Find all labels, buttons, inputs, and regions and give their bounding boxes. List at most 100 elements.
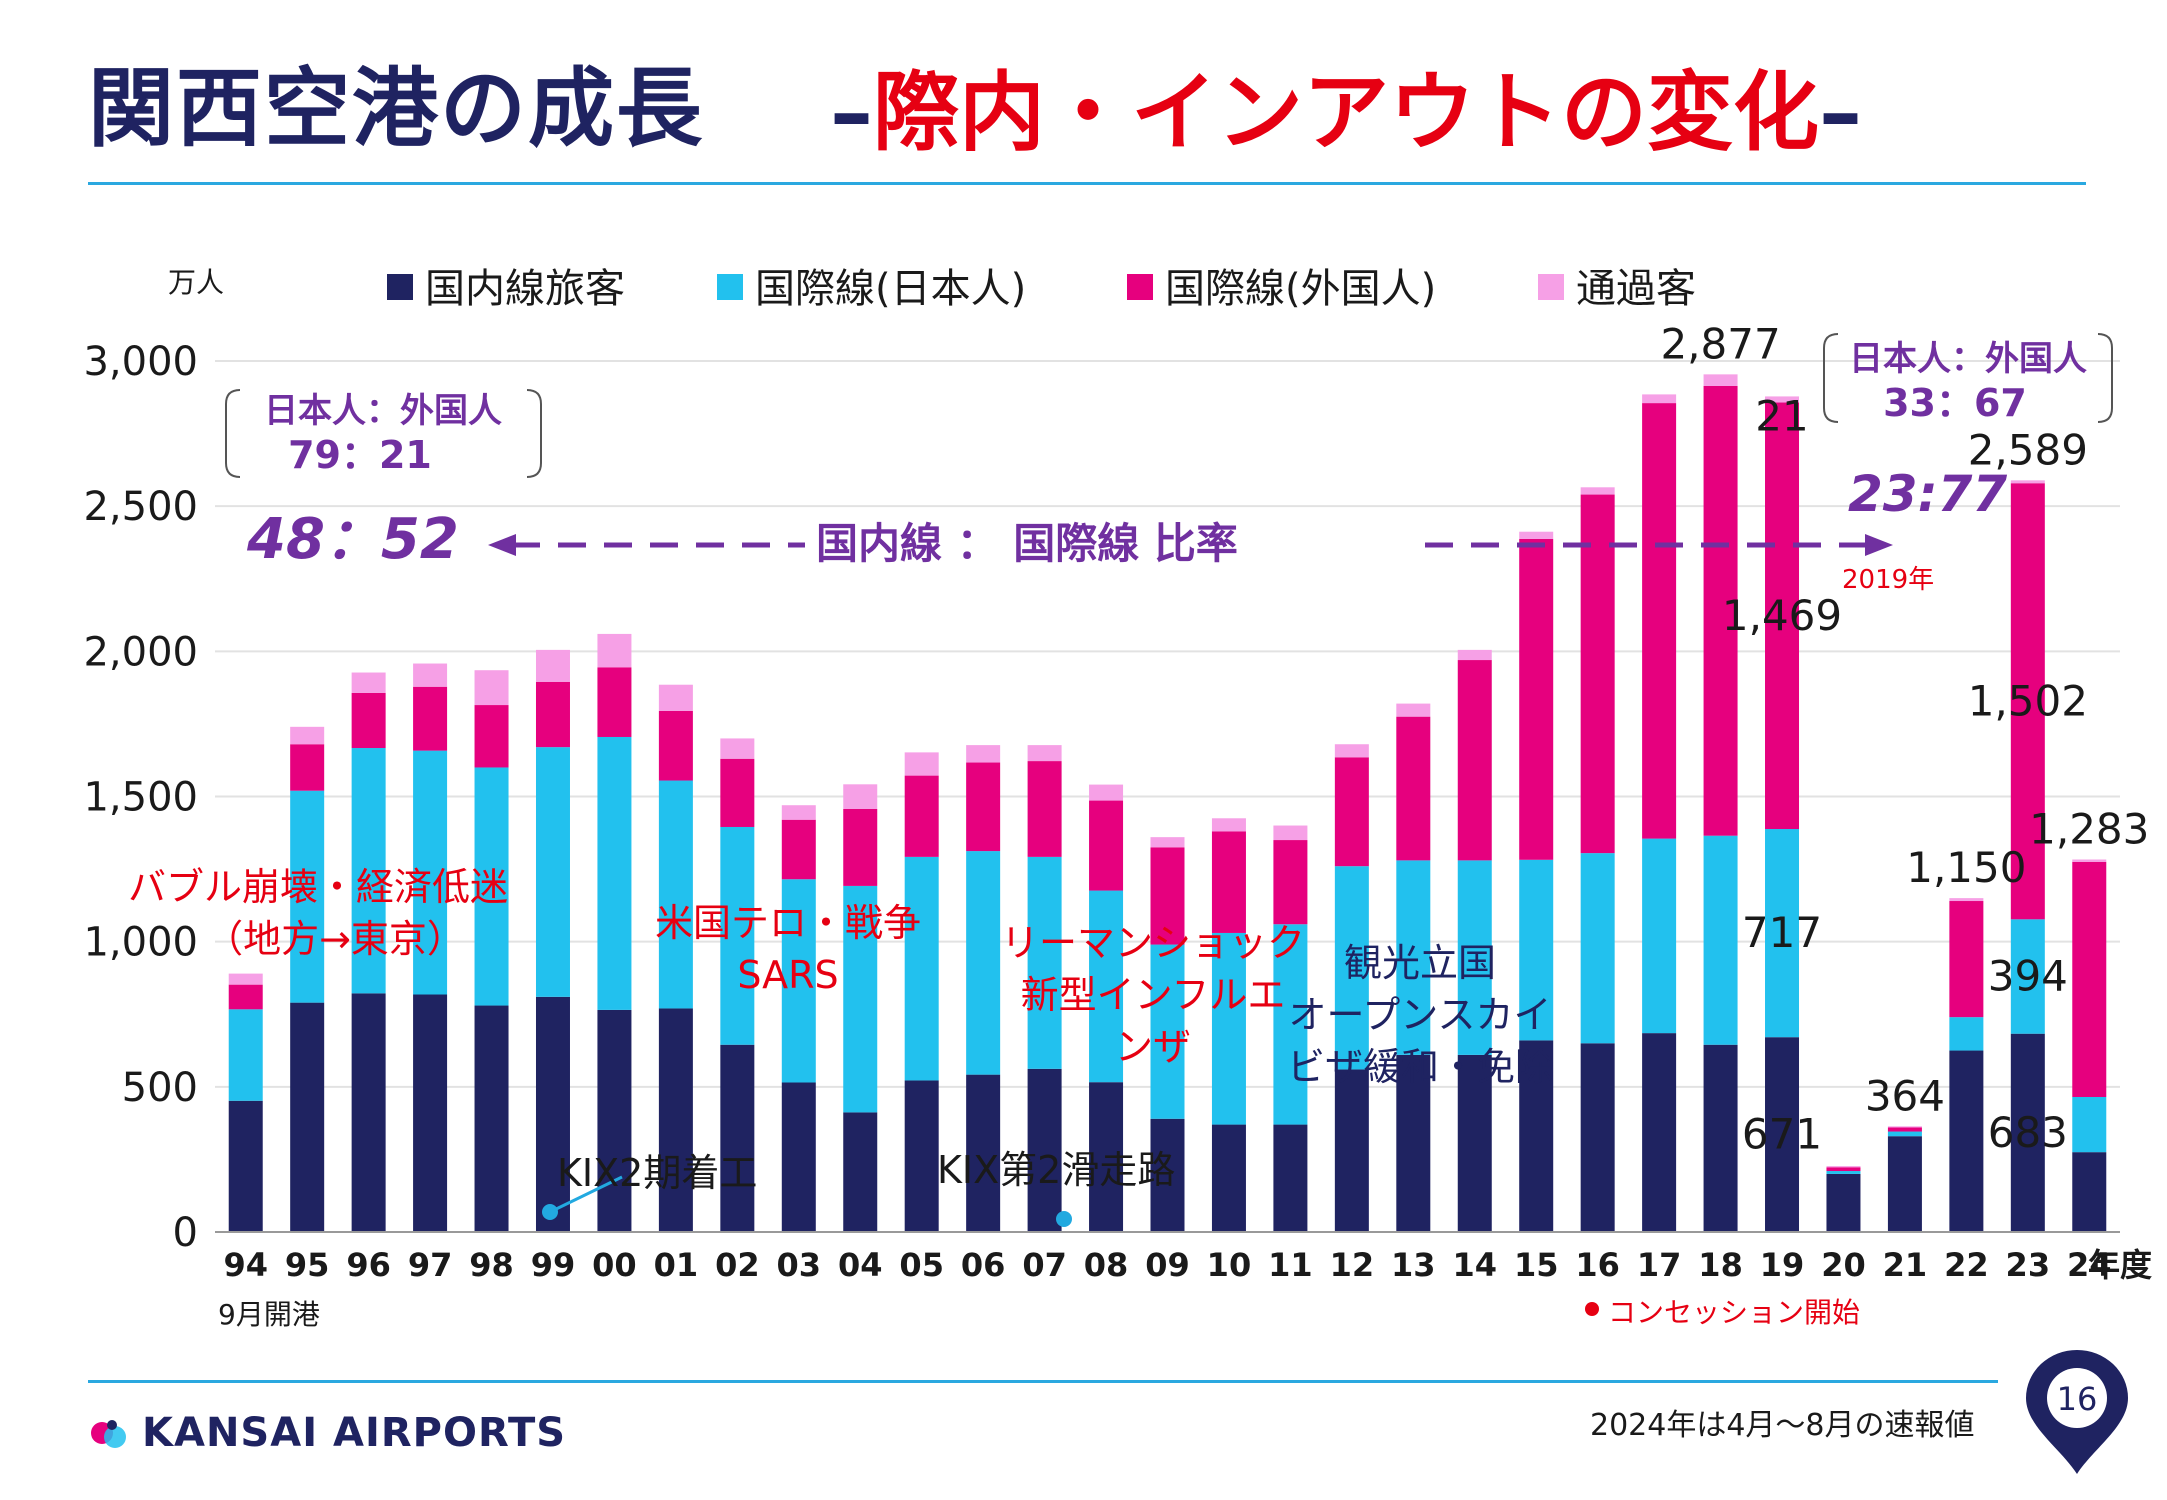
logo-text: KANSAI AIRPORTS — [142, 1410, 567, 1456]
bar-intl-japanese-06 — [966, 851, 1001, 1075]
subtitle-dash-right: – — [1819, 63, 1862, 163]
x-tick-label: 00 — [592, 1246, 637, 1284]
bar-intl-japanese-23 — [2010, 919, 2045, 1034]
subtitle-text: 際内・インアウトの変化 — [873, 63, 1819, 163]
x-tick-label: 23 — [2006, 1246, 2051, 1284]
bar-intl-foreign-19 — [1765, 402, 1800, 830]
data-label: 717 — [1742, 908, 1822, 957]
annotation-lehman-line1: リーマンショック — [1001, 921, 1305, 965]
bar-intl-foreign-02 — [720, 758, 755, 827]
bar-domestic-23 — [2010, 1033, 2045, 1232]
bar-intl-foreign-20 — [1826, 1167, 1861, 1172]
x-tick-label: 13 — [1391, 1246, 1436, 1284]
bar-domestic-01 — [658, 1008, 693, 1232]
bar-domestic-08 — [1089, 1082, 1124, 1232]
bar-intl-foreign-07 — [1027, 761, 1062, 857]
bar-intl-foreign-97 — [413, 686, 448, 751]
value-labels: 2,877 21 1,469 717 671 364 1,150 2,589 1,502 394 6… — [1660, 319, 2149, 1158]
runway2-label: KIX第2滑走路 — [937, 1148, 1175, 1192]
annotation-tourism-line1: 観光立国 — [1344, 941, 1496, 985]
bar-intl-foreign-10 — [1211, 831, 1246, 933]
bar-intl-foreign-23 — [2010, 483, 2045, 920]
bar-intl-foreign-13 — [1396, 716, 1431, 861]
bar-domestic-12 — [1334, 1069, 1369, 1232]
bar-intl-foreign-22 — [1949, 901, 1984, 1018]
company-logo[interactable]: KANSAI AIRPORTS — [88, 1410, 566, 1456]
bar-intl-foreign-01 — [658, 710, 693, 781]
bar-domestic-20 — [1826, 1173, 1861, 1232]
bar-domestic-19 — [1765, 1037, 1800, 1232]
bar-domestic-24 — [2072, 1152, 2107, 1232]
bar-intl-foreign-17 — [1642, 403, 1677, 839]
bar-domestic-16 — [1580, 1043, 1615, 1232]
bar-transit-07 — [1027, 745, 1062, 762]
legend-label-domestic: 国内線旅客 — [425, 266, 625, 312]
bar-transit-94 — [228, 973, 263, 985]
annotation-tourism-line3: ビザ緩和・免除 — [1287, 1045, 1553, 1089]
bar-domestic-98 — [474, 1005, 509, 1232]
bar-transit-97 — [413, 663, 448, 687]
x-tick-label: 94 — [223, 1246, 268, 1284]
data-label: 683 — [1988, 1108, 2068, 1157]
bar-intl-foreign-14 — [1457, 660, 1492, 861]
y-tick-label: 500 — [122, 1065, 198, 1111]
bar-intl-japanese-02 — [720, 826, 755, 1045]
bar-intl-japanese-99 — [535, 747, 570, 997]
bar-domestic-99 — [535, 996, 570, 1232]
kansai-logo-mark-icon — [91, 1420, 126, 1448]
x-tick-label: 12 — [1330, 1246, 1375, 1284]
bar-intl-japanese-19 — [1765, 829, 1800, 1038]
page-title: 関西空港の成長 — [88, 59, 704, 159]
x-tick-label: 08 — [1084, 1246, 1129, 1284]
annotation-terror-line2: SARS — [737, 953, 838, 997]
bar-intl-foreign-98 — [474, 705, 509, 768]
bar-domestic-95 — [290, 1002, 325, 1232]
data-label: 1,283 — [2029, 805, 2149, 854]
bar-transit-23 — [2010, 480, 2045, 484]
bar-intl-japanese-04 — [843, 885, 878, 1113]
bar-intl-japanese-03 — [781, 879, 816, 1083]
bar-intl-foreign-08 — [1089, 800, 1124, 891]
annotation-lehman-line3: ンザ — [1115, 1025, 1191, 1069]
bar-transit-05 — [904, 752, 939, 776]
page-number: 16 — [2057, 1380, 2098, 1418]
ratio-arrow-left-head — [488, 534, 516, 556]
x-tick-label: 97 — [408, 1246, 453, 1284]
bar-intl-japanese-17 — [1642, 838, 1677, 1034]
ratio-box-right-line2: 33：67 — [1883, 381, 2027, 425]
ratio-left-value: 48：52 — [246, 507, 459, 572]
x-tick-label: 04 — [838, 1246, 883, 1284]
y-tick-label: 3,000 — [83, 339, 198, 385]
bar-transit-13 — [1396, 703, 1431, 717]
bar-intl-japanese-13 — [1396, 860, 1431, 1055]
bar-transit-17 — [1642, 394, 1677, 404]
bar-domestic-94 — [228, 1100, 263, 1232]
bar-transit-08 — [1089, 784, 1124, 801]
x-tick-label: 05 — [899, 1246, 944, 1284]
bar-intl-japanese-18 — [1703, 835, 1738, 1045]
bar-transit-12 — [1334, 744, 1369, 758]
data-label: 364 — [1865, 1071, 1945, 1120]
annotation-bubble-line1: バブル崩壊・経済低迷 — [128, 865, 508, 909]
y-tick-label: 2,000 — [83, 629, 198, 675]
kix2-label: KIX2期着工 — [557, 1151, 757, 1195]
x-tick-label: 21 — [1883, 1246, 1928, 1284]
legend-swatch-domestic — [387, 274, 413, 300]
data-label: 1,150 — [1906, 843, 2026, 892]
bar-intl-foreign-94 — [228, 984, 263, 1010]
milestone-markers: KIX2期着工 KIX第2滑走路 — [542, 1148, 1175, 1227]
bar-transit-20 — [1826, 1166, 1861, 1168]
bar-intl-japanese-94 — [228, 1009, 263, 1101]
bar-domestic-05 — [904, 1080, 939, 1232]
bar-intl-japanese-11 — [1273, 924, 1308, 1125]
bar-transit-00 — [597, 633, 632, 668]
legend-label-intl-japanese: 国際線(日本人) — [755, 266, 1026, 312]
legend-swatch-transit — [1538, 274, 1564, 300]
bar-intl-foreign-24 — [2072, 861, 2107, 1097]
bar-intl-foreign-18 — [1703, 385, 1738, 836]
bar-intl-foreign-99 — [535, 681, 570, 748]
bar-intl-foreign-15 — [1519, 538, 1554, 860]
bar-domestic-11 — [1273, 1124, 1308, 1232]
chart-legend: 国内線旅客 国際線(日本人) 国際線(外国人) 通過客 — [387, 266, 1696, 312]
kix2-marker-dot — [542, 1204, 558, 1220]
